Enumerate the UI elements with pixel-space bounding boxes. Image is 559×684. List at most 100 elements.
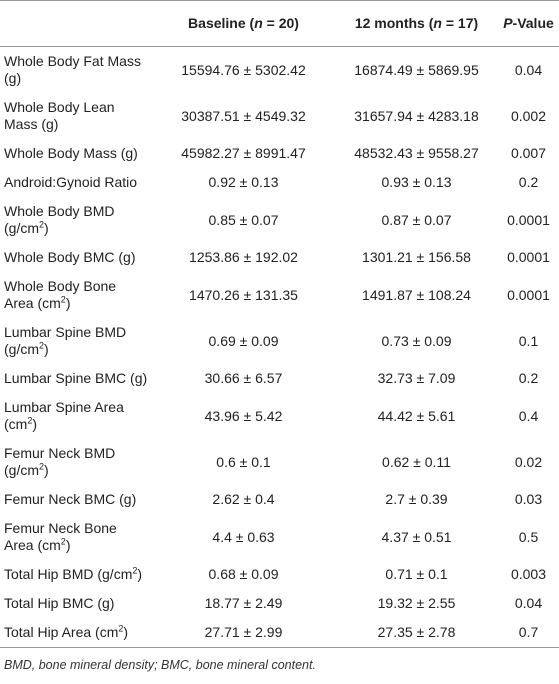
text-part: Total Hip BMC (g) [4,595,115,611]
cell-month12: 48532.43 ± 9558.27 [354,145,479,161]
text-part: Femur Neck BMC (g) [4,491,137,507]
superscript: 2 [39,340,45,351]
cell-month12: 0.93 ± 0.13 [381,174,452,190]
text-part: Whole Body Fat Mass (g) [4,53,141,86]
cell-baseline: 1253.86 ± 192.02 [189,249,298,265]
cell-p: 0.0001 [507,286,550,303]
cell-baseline: 27.71 ± 2.99 [204,624,283,640]
row-label: Whole Body Mass (g) [0,139,152,168]
cell-p: 0.04 [514,595,543,611]
cell-month12: 16874.49 ± 5869.95 [354,61,479,78]
text-part: = 17) [441,15,479,31]
text-part: 12 months ( [354,15,434,31]
cell-p: 0.02 [514,453,543,470]
row-label: Lumbar Spine BMD (g/cm2) [0,318,152,364]
cell-p: 0.003 [510,566,547,582]
cell-month12: 0.87 ± 0.07 [381,211,452,228]
superscript: 2 [27,415,33,426]
text-part: = 20) [262,15,299,31]
row-label: Lumbar Spine BMC (g) [0,364,152,393]
text-part: Femur Neck BMD (g/cm [4,445,116,478]
cell-month12: 1491.87 ± 108.24 [362,286,471,303]
table-row: Total Hip Area (cm2) 27.71 ± 2.99 27.35 ± … [0,618,559,648]
cell-month12: 31657.94 ± 4283.18 [354,107,479,124]
table-row: Whole Body BMD (g/cm2) 0.85 ± 0.07 0.87 ± … [0,197,559,243]
cell-month12: 2.7 ± 0.39 [385,491,448,507]
row-label: Femur Neck BMC (g) [0,485,152,514]
text-part: ) [44,462,49,478]
cell-p: 0.2 [518,370,539,386]
superscript: 2 [60,294,66,305]
cell-p: 0.04 [514,61,543,78]
cell-baseline: 0.92 ± 0.13 [208,174,279,190]
cell-month12: 0.62 ± 0.11 [382,453,451,470]
footnote: BMD, bone mineral density; BMC, bone min… [4,658,316,672]
superscript: 2 [132,565,138,576]
superscript: 2 [60,536,66,547]
text-part: Android:Gynoid Ratio [4,174,138,190]
table-row: Whole Body Fat Mass (g) 15594.76 ± 5302.4… [0,47,559,94]
superscript: 2 [118,623,124,634]
cell-baseline: 45982.27 ± 8991.47 [181,145,306,161]
cell-baseline: 0.85 ± 0.07 [208,211,279,228]
cell-month12: 4.37 ± 0.51 [381,528,452,545]
text-part: Whole Body BMC (g) [4,249,136,265]
row-label: Total Hip BMD (g/cm2) [0,560,152,589]
text-part: Whole Body Lean Mass (g) [4,99,115,132]
table-row: Whole Body Lean Mass (g) 30387.51 ± 4549.… [0,93,559,139]
superscript: 2 [39,219,45,230]
table-row: Lumbar Spine BMC (g) 30.66 ± 6.57 32.73 ± … [0,364,559,393]
cell-p: 0.4 [518,407,539,424]
text-part: n [254,15,263,31]
text-part: n [433,15,442,31]
row-label: Whole Body Lean Mass (g) [0,93,152,139]
cell-baseline: 15594.76 ± 5302.42 [181,61,306,78]
row-label: Whole Body Bone Area (cm2) [0,272,152,318]
table-row: Lumbar Spine BMD (g/cm2) 0.69 ± 0.09 0.73 … [0,318,559,364]
cell-baseline: 30387.51 ± 4549.32 [181,107,306,124]
row-label: Total Hip Area (cm2) [0,618,152,648]
row-label: Whole Body Fat Mass (g) [0,47,152,94]
cell-p: 0.007 [510,145,547,161]
column-header: P-Value [498,0,559,47]
table-row: Whole Body Bone Area (cm2) 1470.26 ± 131.… [0,272,559,318]
cell-p: 0.5 [518,528,539,545]
table-row: Lumbar Spine Area (cm2) 43.96 ± 5.42 44.42… [0,393,559,439]
table-row: Whole Body BMC (g) 1253.86 ± 192.02 1301.2… [0,243,559,272]
header-row: Baseline (n = 20) 12 months (n = 17) P-Val… [0,0,559,47]
column-header: Baseline (n = 20) [152,0,335,47]
table-row: Whole Body Mass (g) 45982.27 ± 8991.47 485… [0,139,559,168]
cell-month12: 44.42 ± 5.61 [377,407,456,424]
cell-baseline: 0.68 ± 0.09 [208,566,279,582]
cell-baseline: 0.69 ± 0.09 [208,332,279,349]
table-row: Android:Gynoid Ratio 0.92 ± 0.13 0.93 ± 0.… [0,168,559,197]
cell-baseline: 0.6 ± 0.1 [216,453,271,470]
cell-month12: 0.73 ± 0.09 [381,332,452,349]
text-part: ) [32,416,38,432]
text-part: Whole Body Bone Area (cm [4,278,117,311]
text-part: ) [44,341,49,357]
table-row: Femur Neck BMD (g/cm2) 0.6 ± 0.1 0.62 ± 0.… [0,439,559,485]
cell-month12: 19.32 ± 2.55 [377,595,456,611]
text-part: ) [65,295,71,311]
row-label: Android:Gynoid Ratio [0,168,152,197]
cell-p: 0.7 [518,624,539,640]
text-part: Femur Neck Bone Area (cm [4,520,117,553]
cell-month12: 0.71 ± 0.1 [385,566,448,582]
text-part: Whole Body Mass (g) [4,145,138,161]
superscript: 2 [39,461,45,472]
cell-baseline: 43.96 ± 5.42 [204,407,283,424]
text-part: ) [44,220,49,236]
cell-p: 0.2 [518,174,539,190]
text-part: Total Hip BMD (g/cm [4,566,133,582]
cell-baseline: 2.62 ± 0.4 [212,491,275,507]
row-label: Total Hip BMC (g) [0,589,152,618]
cell-month12: 32.73 ± 7.09 [377,370,456,386]
cell-month12: 1301.21 ± 156.58 [362,249,471,265]
text-part: Total Hip Area (cm [4,624,119,640]
cell-p: 0.0001 [507,211,550,228]
text-part: ) [123,624,129,640]
text-part: -Value [512,15,554,31]
row-label: Femur Neck BMD (g/cm2) [0,439,152,485]
